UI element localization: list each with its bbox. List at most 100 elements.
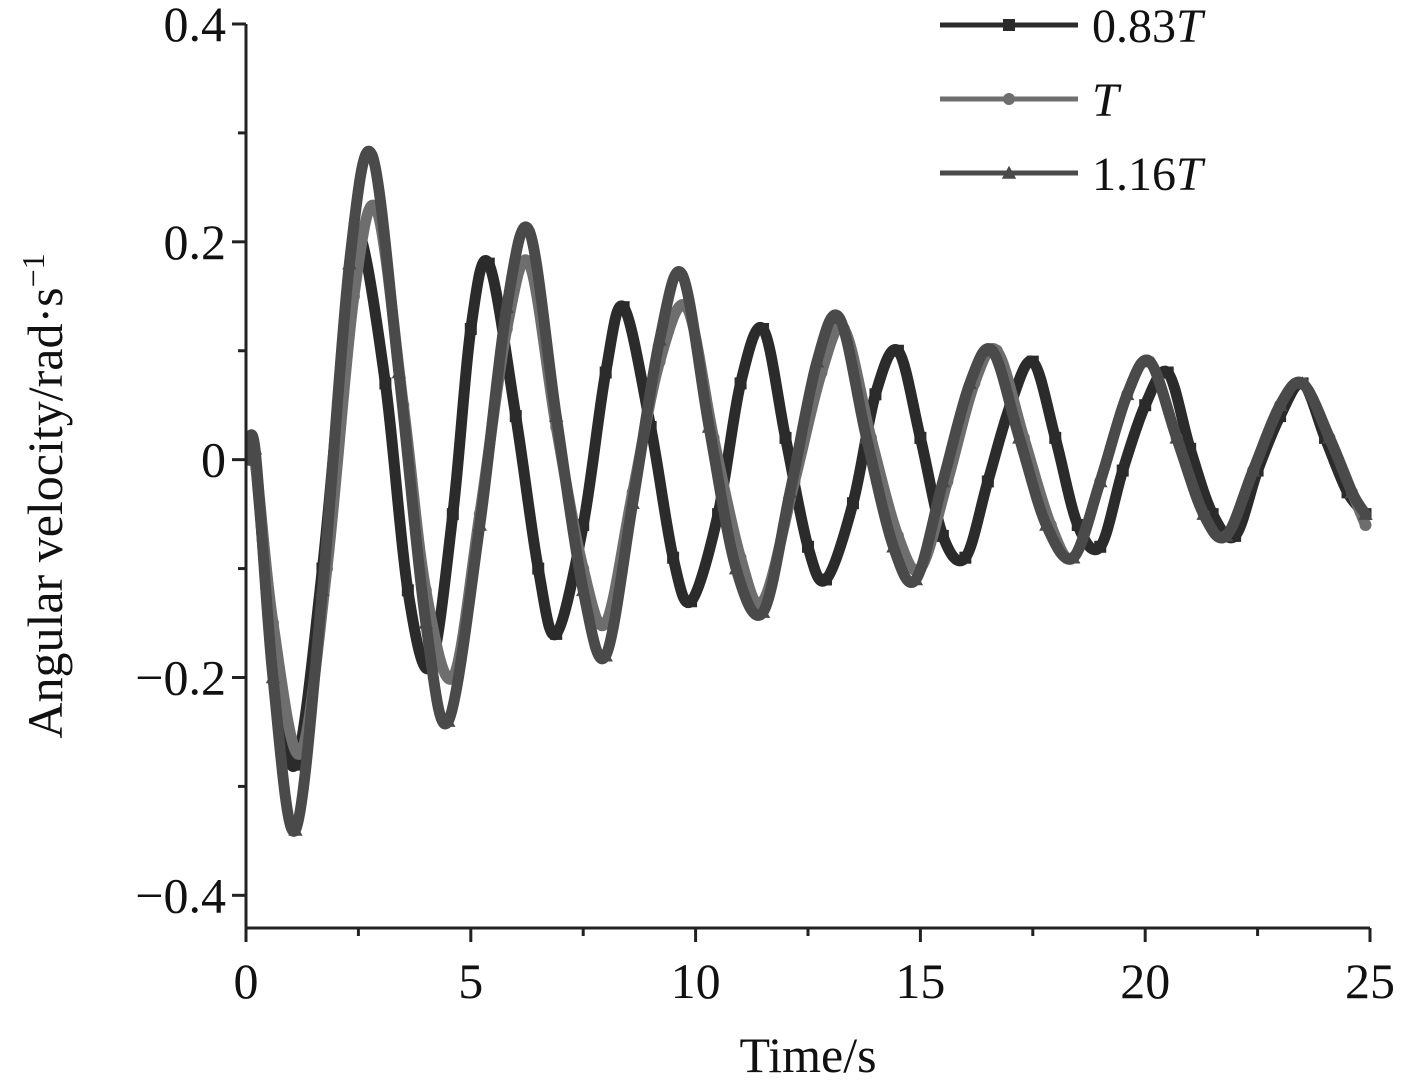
data-point-marker [265, 670, 281, 684]
x-tick-label: 25 [1345, 953, 1395, 1009]
data-point-marker [908, 572, 924, 586]
data-point-marker [1322, 430, 1337, 444]
data-point-marker [1358, 506, 1373, 520]
data-point-marker [685, 595, 698, 608]
data-point-marker [446, 508, 459, 521]
data-point-marker [577, 519, 590, 532]
data-point-marker [1272, 398, 1288, 411]
data-point-marker [464, 322, 477, 335]
data-point-marker [441, 713, 456, 727]
x-tick-label: 15 [895, 953, 945, 1009]
data-point-marker [1196, 506, 1211, 520]
legend-marker [1003, 19, 1015, 31]
data-point-marker [1093, 474, 1108, 488]
data-point-marker [499, 299, 514, 313]
data-point-marker [701, 419, 717, 433]
data-point-marker [935, 474, 951, 488]
data-point-marker [598, 648, 613, 662]
data-point-marker [1344, 485, 1360, 499]
data-point-marker [914, 431, 927, 444]
data-point-marker [891, 344, 904, 357]
data-point-marker [1094, 540, 1107, 553]
legend-label: 0.83T [1092, 0, 1206, 53]
data-point-marker [859, 430, 874, 444]
data-point-marker [962, 376, 978, 390]
data-point-marker [667, 551, 680, 564]
data-point-marker [985, 343, 1000, 357]
data-point-marker [1120, 387, 1135, 401]
data-point-marker [755, 604, 771, 618]
data-point-marker [617, 301, 630, 314]
data-point-marker [1245, 463, 1261, 477]
data-point-marker [1049, 431, 1062, 444]
x-tick-label: 10 [671, 953, 721, 1009]
data-point-marker [576, 583, 591, 597]
series-triangle [246, 145, 1373, 837]
data-point-marker [1012, 430, 1027, 444]
legend-label: T [1092, 74, 1122, 127]
data-point-marker [342, 256, 357, 270]
x-axis-title: Time/s [739, 1027, 876, 1082]
data-point-marker [1039, 517, 1054, 531]
legend-marker [1003, 93, 1015, 105]
x-ticks-group: 0 5 10 15 20 25 [234, 928, 1395, 1009]
y-tick-label: 0.4 [164, 0, 227, 52]
legend-item: 0.83T [940, 0, 1206, 53]
y-axis-title: Angular velocity/rad·s−1 [15, 253, 73, 738]
data-point-marker [652, 332, 667, 346]
data-point-marker [846, 497, 859, 510]
data-point-marker [757, 322, 770, 335]
plot-series-group [246, 145, 1373, 837]
legend-label: 1.16T [1092, 148, 1206, 201]
x-tick-label: 0 [234, 953, 259, 1009]
y-axis-title-main: Angular velocity/rad·s [17, 287, 73, 738]
x-tick-label: 5 [458, 953, 483, 1009]
data-point-marker [819, 573, 832, 586]
data-point-marker [482, 257, 495, 270]
legend-item: T [940, 74, 1122, 127]
data-point-marker [936, 529, 949, 542]
data-point-marker [959, 551, 972, 564]
data-point-marker [418, 615, 434, 629]
y-tick-label: −0.4 [135, 867, 226, 923]
y-tick-label: −0.2 [135, 649, 226, 705]
series-line [246, 145, 1371, 837]
data-point-marker [981, 475, 994, 488]
data-point-marker [734, 377, 747, 390]
data-point-marker [289, 758, 302, 771]
data-point-marker [869, 388, 882, 401]
data-point-marker [1026, 355, 1039, 368]
data-point-marker [1116, 464, 1129, 477]
legend-label-symbol: T [1092, 74, 1122, 127]
legend-label-symbol: T [1176, 148, 1206, 201]
data-point-marker [401, 584, 414, 597]
legend-label-number: 0.83 [1092, 0, 1176, 53]
data-point-marker [1139, 399, 1152, 412]
data-point-marker [782, 485, 798, 499]
data-point-marker [1169, 430, 1184, 444]
data-point-marker [1359, 519, 1372, 532]
data-point-marker [886, 539, 901, 553]
data-point-marker [247, 441, 263, 455]
data-point-marker [674, 267, 690, 281]
data-point-marker [802, 540, 814, 553]
legend-marker [1001, 165, 1017, 179]
x-tick-label: 20 [1120, 953, 1170, 1009]
series-square [246, 224, 1372, 773]
legend-item: 1.16T [940, 148, 1206, 201]
data-point-marker [509, 410, 522, 423]
data-point-marker [625, 496, 640, 509]
y-tick-label: 0.2 [164, 214, 227, 270]
data-point-marker [246, 452, 254, 466]
legend-label-symbol: T [1176, 0, 1206, 53]
data-point-marker [472, 517, 487, 531]
data-point-marker [1142, 354, 1157, 368]
y-ticks-group: −0.4 −0.2 0 0.2 0.4 [135, 0, 246, 923]
data-point-marker [550, 627, 563, 640]
data-point-marker [532, 562, 545, 575]
data-point-marker [522, 223, 537, 237]
data-point-marker [1161, 366, 1174, 379]
